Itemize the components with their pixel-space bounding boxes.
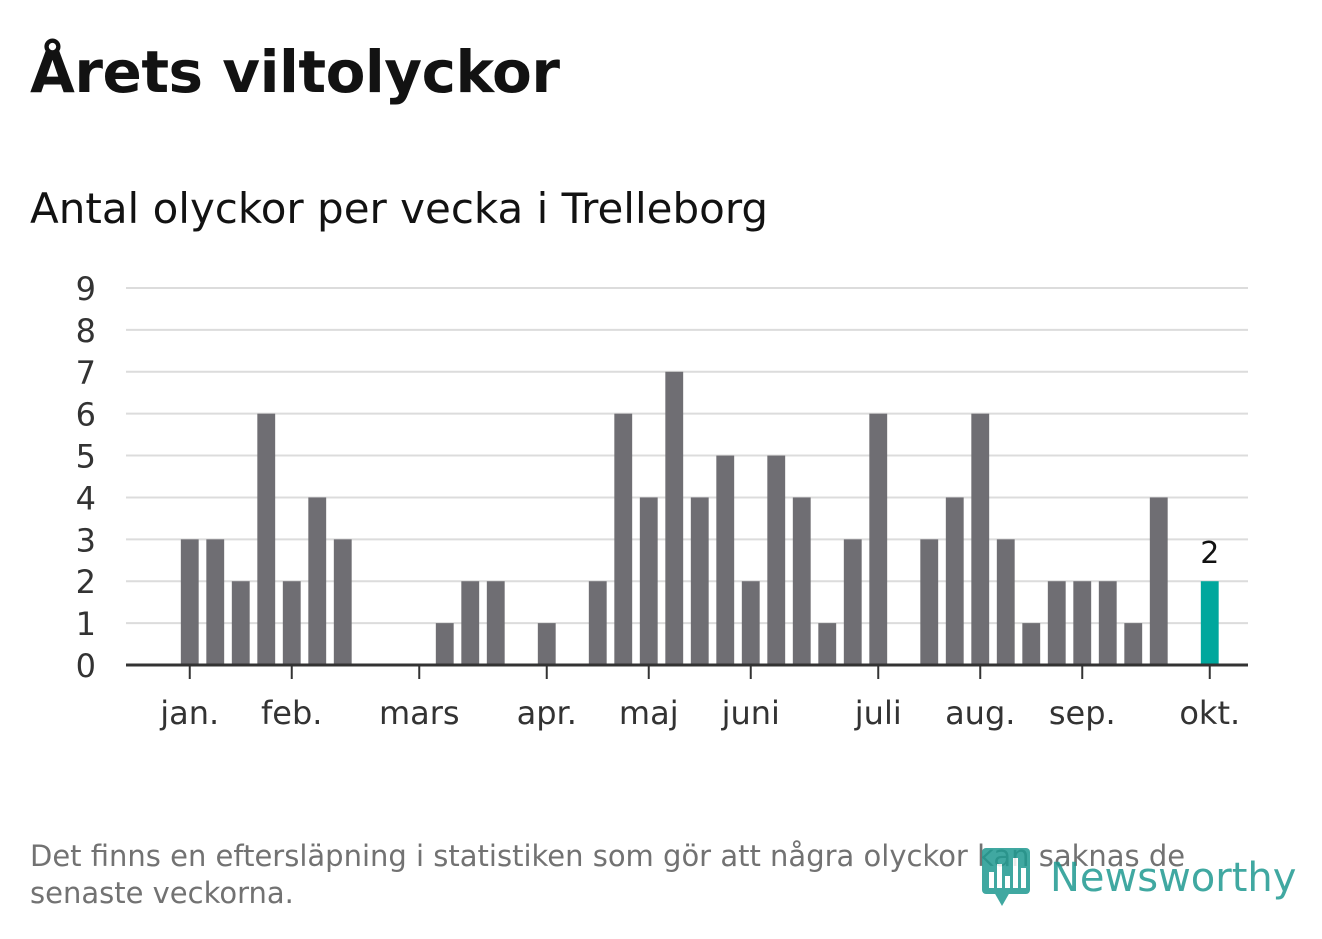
- chart-subtitle: Antal olyckor per vecka i Trelleborg: [30, 184, 769, 233]
- bar: [1047, 581, 1066, 665]
- y-tick-label: 0: [76, 647, 96, 685]
- bar-chart: 0 1 2 3 45 6 7 8 9 2 jan. feb. mars apr. maj juni juli au…: [76, 270, 1248, 732]
- highlight-bar: [1200, 581, 1219, 665]
- y-tick-label: 7: [76, 354, 96, 392]
- x-tick-label: juni: [721, 694, 780, 732]
- y-tick-label: 4: [76, 479, 96, 517]
- bar: [920, 539, 939, 665]
- bar: [282, 581, 301, 665]
- x-tick-label: aug.: [945, 694, 1015, 732]
- x-tick-label: apr.: [517, 694, 577, 732]
- bar: [614, 413, 633, 665]
- bar: [180, 539, 199, 665]
- bar: [435, 623, 454, 665]
- bar: [231, 581, 250, 665]
- bar: [767, 455, 786, 665]
- x-tick-label: jan.: [159, 694, 219, 732]
- bar: [537, 623, 556, 665]
- y-tick-label: 2: [76, 563, 96, 601]
- chart-title: Årets viltolyckor: [30, 38, 560, 106]
- y-tick-label: 6: [76, 396, 96, 434]
- newsworthy-logo-icon: [982, 848, 1030, 906]
- bar: [996, 539, 1015, 665]
- bar: [333, 539, 352, 665]
- brand-name: Newsworthy: [1050, 855, 1297, 901]
- bar: [945, 497, 964, 665]
- x-tick-label: okt.: [1179, 694, 1240, 732]
- x-tick-label: feb.: [261, 694, 322, 732]
- x-tick-label: mars: [379, 694, 460, 732]
- bar: [716, 455, 735, 665]
- y-tick-label: 1: [76, 605, 96, 643]
- bar: [741, 581, 760, 665]
- bar: [1022, 623, 1041, 665]
- bar: [308, 497, 327, 665]
- bar: [1073, 581, 1092, 665]
- bar: [1149, 497, 1168, 665]
- bar: [257, 413, 276, 665]
- bar: [690, 497, 709, 665]
- y-tick-label: 8: [76, 312, 96, 350]
- bar: [639, 497, 658, 665]
- x-tick-label: maj: [619, 694, 679, 732]
- y-tick-label: 3: [76, 521, 96, 559]
- bar: [792, 497, 811, 665]
- bar: [818, 623, 837, 665]
- bar: [486, 581, 505, 665]
- bar: [461, 581, 480, 665]
- x-tick-label: juli: [854, 694, 902, 732]
- bar: [665, 371, 684, 665]
- y-tick-label: 9: [76, 270, 96, 308]
- bar: [1098, 581, 1117, 665]
- newsworthy-brand[interactable]: Newsworthy: [980, 846, 1296, 910]
- highlight-value-label: 2: [1200, 536, 1219, 571]
- bar: [971, 413, 990, 665]
- y-tick-label: 5: [76, 438, 96, 476]
- bar: [206, 539, 225, 665]
- bar: [1124, 623, 1143, 665]
- bar: [869, 413, 888, 665]
- x-tick-label: sep.: [1049, 694, 1116, 732]
- bar: [843, 539, 862, 665]
- bar: [588, 581, 607, 665]
